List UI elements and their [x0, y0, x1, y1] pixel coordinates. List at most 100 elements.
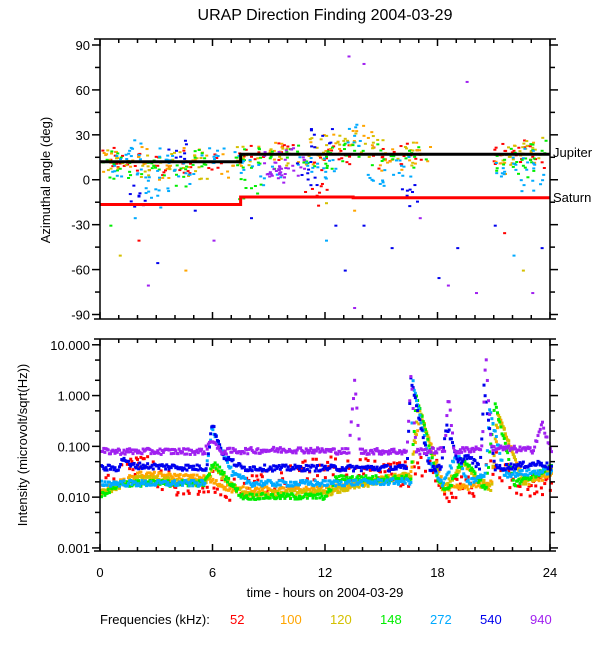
intensity-point-940 [537, 430, 541, 434]
azimuth-point-272 [501, 167, 505, 170]
intensity-point-540 [394, 467, 398, 471]
azimuth-point-100 [187, 166, 191, 169]
intensity-point-540 [139, 465, 143, 469]
intensity-point-52 [331, 473, 335, 477]
intensity-point-272 [265, 481, 269, 485]
x-axis-label: time - hours on 2004-03-29 [247, 585, 404, 600]
azimuth-point-52 [332, 145, 336, 148]
intensity-point-540 [527, 464, 531, 468]
intensity-point-540 [203, 468, 207, 472]
intensity-point-272 [493, 429, 497, 433]
intensity-point-540 [417, 416, 421, 420]
azimuth-point-540 [313, 176, 317, 179]
azimuth-point-540 [362, 224, 366, 227]
azimuth-point-940 [290, 148, 294, 151]
azimuth-point-148 [517, 172, 521, 175]
intensity-point-272 [461, 467, 465, 471]
intensity-point-52 [472, 494, 476, 498]
intensity-point-540 [512, 463, 516, 467]
intensity-point-940 [385, 450, 389, 454]
intensity-point-540 [260, 469, 264, 473]
intensity-point-52 [424, 469, 427, 473]
intensity-point-272 [520, 468, 524, 472]
intensity-point-272 [309, 480, 313, 484]
intensity-point-272 [109, 484, 112, 488]
azimuth-point-52 [493, 148, 497, 151]
intensity-point-272 [118, 484, 121, 488]
intensity-point-540 [460, 461, 463, 465]
azimuth-point-120 [146, 154, 150, 157]
azimuth-point-120 [537, 157, 541, 160]
azimuth-point-100 [304, 163, 308, 166]
azimuth-tick-label: 60 [76, 83, 90, 98]
azimuth-point-100 [221, 153, 225, 156]
azimuth-point-272 [216, 149, 220, 152]
intensity-point-148 [221, 472, 225, 476]
azimuth-point-120 [381, 139, 385, 142]
intensity-point-120 [492, 454, 496, 458]
intensity-point-148 [517, 477, 521, 481]
intensity-point-100 [494, 440, 498, 444]
intensity-point-100 [336, 489, 340, 493]
intensity-point-52 [347, 466, 351, 470]
intensity-point-120 [276, 489, 280, 493]
intensity-point-100 [294, 485, 298, 489]
intensity-point-940 [199, 449, 202, 453]
azimuth-point-148 [324, 162, 328, 165]
intensity-point-940 [170, 447, 174, 451]
intensity-point-148 [341, 474, 345, 478]
intensity-point-940 [293, 449, 297, 453]
intensity-point-940 [457, 451, 461, 455]
intensity-point-940 [355, 406, 359, 410]
azimuth-point-940 [278, 166, 282, 169]
intensity-point-540 [507, 465, 511, 469]
intensity-point-940 [141, 447, 145, 451]
intensity-point-100 [262, 486, 265, 490]
intensity-point-540 [250, 469, 254, 473]
intensity-point-940 [174, 449, 178, 453]
azimuth-point-148 [191, 163, 195, 166]
intensity-point-52 [407, 484, 411, 488]
intensity-point-940 [406, 440, 409, 444]
intensity-point-52 [527, 484, 531, 488]
intensity-point-540 [439, 465, 443, 469]
intensity-point-148 [107, 491, 111, 495]
intensity-point-100 [310, 486, 314, 490]
intensity-point-148 [519, 479, 523, 483]
intensity-point-52 [399, 484, 403, 488]
intensity-point-940 [359, 451, 363, 455]
intensity-point-940 [328, 448, 332, 452]
intensity-point-148 [346, 477, 350, 481]
azimuth-point-148 [417, 146, 421, 149]
intensity-point-272 [231, 470, 235, 474]
intensity-point-272 [244, 477, 247, 481]
azimuth-point-100 [165, 164, 169, 167]
intensity-point-148 [230, 482, 234, 486]
intensity-point-272 [206, 454, 210, 458]
intensity-point-540 [291, 465, 295, 469]
azimuth-point-940 [347, 55, 351, 58]
intensity-point-148 [271, 493, 274, 497]
intensity-point-272 [176, 483, 180, 487]
intensity-point-940 [321, 448, 325, 452]
intensity-point-272 [447, 470, 451, 474]
intensity-point-148 [268, 496, 272, 500]
azimuth-point-540 [405, 194, 409, 197]
azimuth-point-272 [323, 157, 327, 160]
azimuth-point-940 [465, 80, 469, 83]
intensity-point-148 [298, 494, 301, 498]
azimuth-point-272 [241, 160, 245, 163]
intensity-point-272 [377, 478, 381, 482]
azimuth-point-100 [129, 165, 133, 168]
intensity-point-148 [128, 484, 132, 488]
azimuth-point-52 [210, 168, 214, 171]
intensity-point-100 [439, 475, 443, 479]
azimuth-point-120 [411, 161, 415, 164]
azimuth-point-52 [542, 167, 546, 170]
intensity-point-940 [338, 450, 342, 454]
intensity-point-940 [317, 447, 321, 451]
intensity-point-148 [293, 497, 297, 501]
legend-item-940: 940 [530, 612, 552, 627]
intensity-point-148 [308, 494, 312, 498]
azimuth-point-272 [158, 155, 162, 158]
